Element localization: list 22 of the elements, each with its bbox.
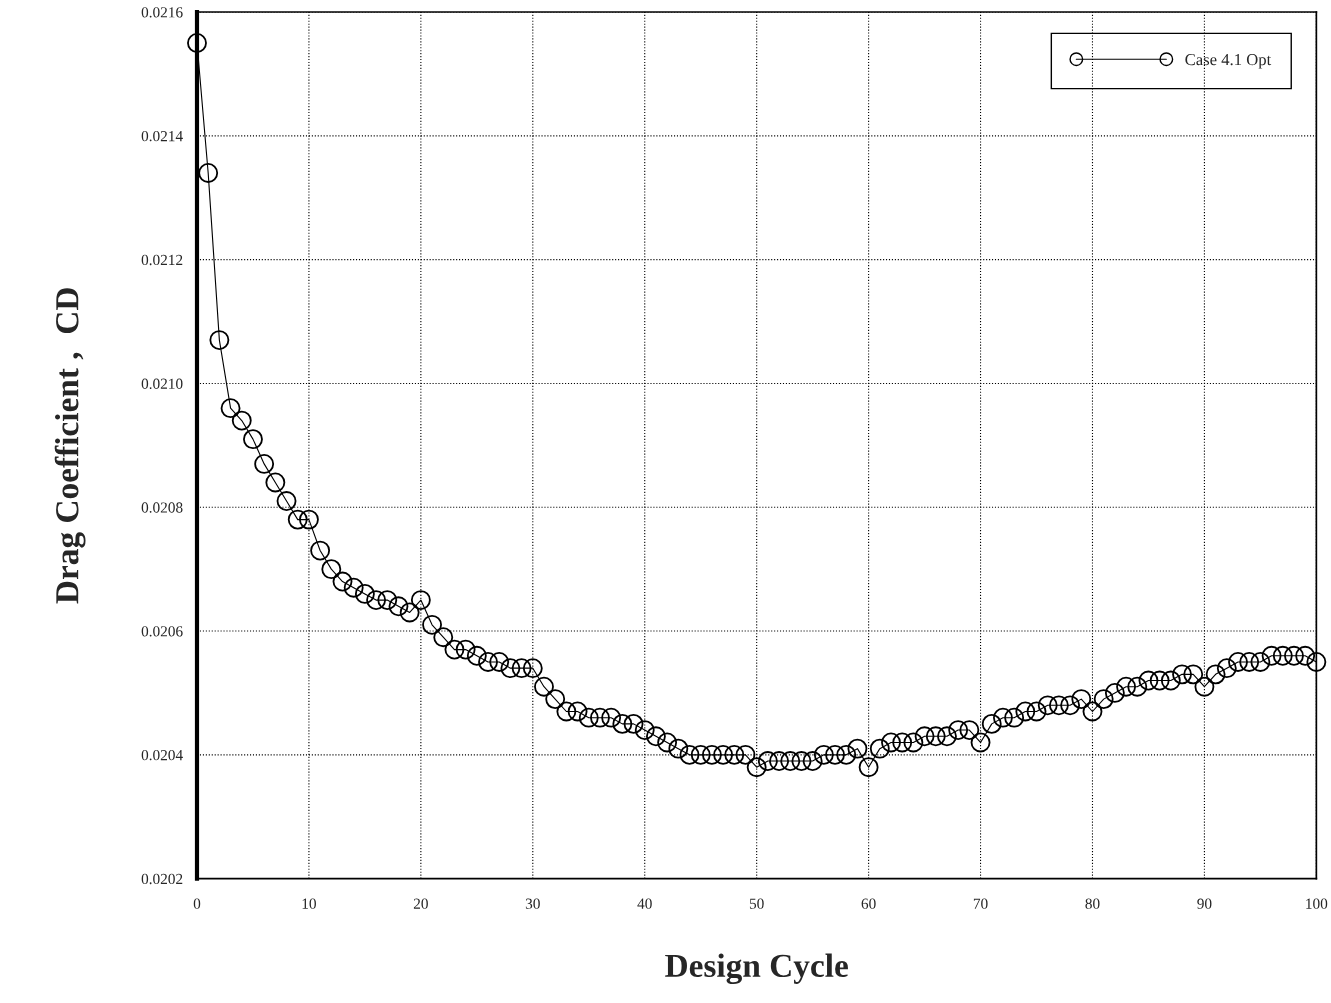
x-tick-label: 80 (1085, 898, 1100, 909)
x-tick-label: 30 (525, 898, 540, 909)
x-tick-label: 90 (1197, 898, 1212, 909)
x-tick-label: 10 (302, 898, 316, 909)
legend-label: Case 4.1 Opt (1185, 54, 1272, 69)
y-tick-label: 0.0204 (141, 749, 183, 761)
x-tick-label: 50 (749, 898, 764, 909)
x-tick-label: 60 (861, 898, 876, 909)
y-tick-label: 0.0210 (141, 378, 183, 389)
x-tick-label: 40 (637, 898, 652, 909)
y-axis-title: Drag Coefficient , CD (54, 288, 86, 604)
y-tick-label: 0.0212 (141, 254, 183, 266)
x-tick-label: 100 (1306, 898, 1328, 909)
x-tick-label: 20 (413, 898, 428, 909)
y-tick-label: 0.0216 (141, 7, 183, 18)
x-tick-label: 70 (973, 898, 988, 909)
y-tick-label: 0.0208 (141, 502, 183, 513)
y-tick-label: 0.0202 (141, 873, 183, 885)
x-tick-label: 0 (193, 898, 201, 909)
x-axis-title: Design Cycle (665, 953, 848, 985)
y-tick-label: 0.0206 (141, 626, 183, 637)
y-tick-label: 0.0214 (141, 130, 183, 142)
